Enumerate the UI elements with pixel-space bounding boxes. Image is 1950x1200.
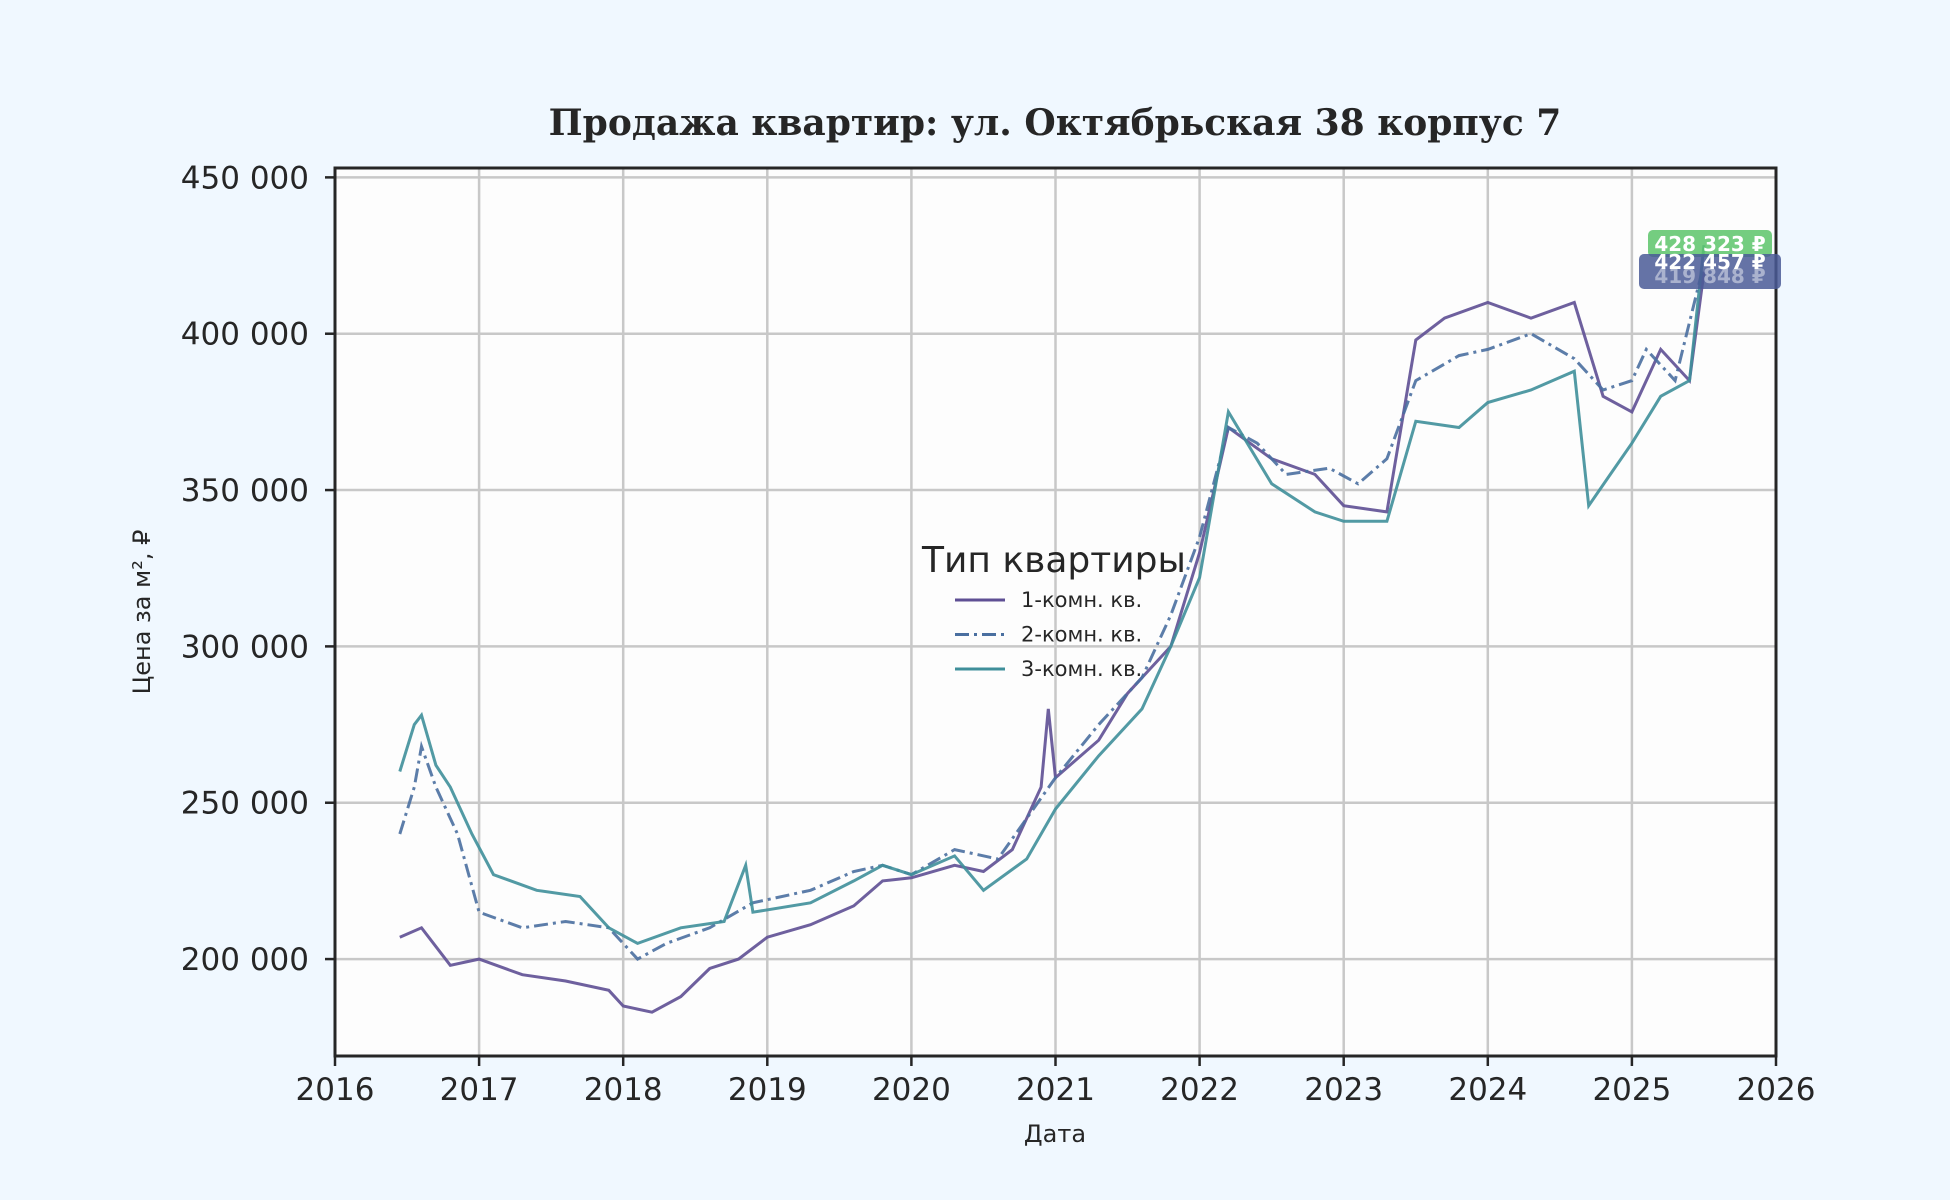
- chart-title: Продажа квартир: ул. Октябрьская 38 корп…: [549, 102, 1562, 144]
- legend-item-label: 3-комн. кв.: [1021, 657, 1142, 681]
- y-tick-label: 200 000: [181, 942, 309, 978]
- y-tick-label: 350 000: [181, 473, 309, 509]
- legend: Тип квартиры 1-комн. кв. 2-комн. кв. 3-ком…: [921, 540, 1186, 681]
- end-value-box: [1639, 254, 1781, 289]
- legend-title: Тип квартиры: [921, 540, 1186, 581]
- x-tick-label: 2017: [440, 1072, 519, 1108]
- x-tick-label: 2022: [1160, 1072, 1239, 1108]
- x-tick-label: 2021: [1016, 1072, 1095, 1108]
- x-tick-label: 2026: [1737, 1072, 1816, 1108]
- y-tick-label: 400 000: [181, 317, 309, 353]
- x-axis-label: Дата: [1024, 1120, 1086, 1148]
- y-tick-label: 450 000: [181, 160, 309, 196]
- legend-item-label: 2-комн. кв.: [1021, 623, 1142, 647]
- x-tick-label: 2023: [1304, 1072, 1383, 1108]
- x-tick-label: 2018: [584, 1072, 663, 1108]
- x-tick-label: 2024: [1448, 1072, 1527, 1108]
- x-tick-label: 2019: [728, 1072, 807, 1108]
- series-line-2: [398, 263, 1706, 961]
- series-line-1: [399, 271, 1706, 1014]
- y-tick-label: 250 000: [181, 786, 309, 822]
- x-tick-label: 2016: [296, 1072, 375, 1108]
- end-value-label: 428 323 ₽: [1654, 232, 1765, 256]
- legend-item-label: 1-комн. кв.: [1021, 588, 1142, 612]
- x-tick-label: 2025: [1592, 1072, 1671, 1108]
- y-tick-label: 300 000: [181, 629, 309, 665]
- end-value-label: 419 848 ₽: [1654, 264, 1765, 288]
- end-value-label: 422 457 ₽: [1654, 250, 1765, 274]
- series-line-3: [398, 245, 1706, 946]
- y-axis-label: Цена за м², ₽: [128, 530, 156, 695]
- end-value-box: [1648, 230, 1772, 257]
- x-tick-label: 2020: [872, 1072, 951, 1108]
